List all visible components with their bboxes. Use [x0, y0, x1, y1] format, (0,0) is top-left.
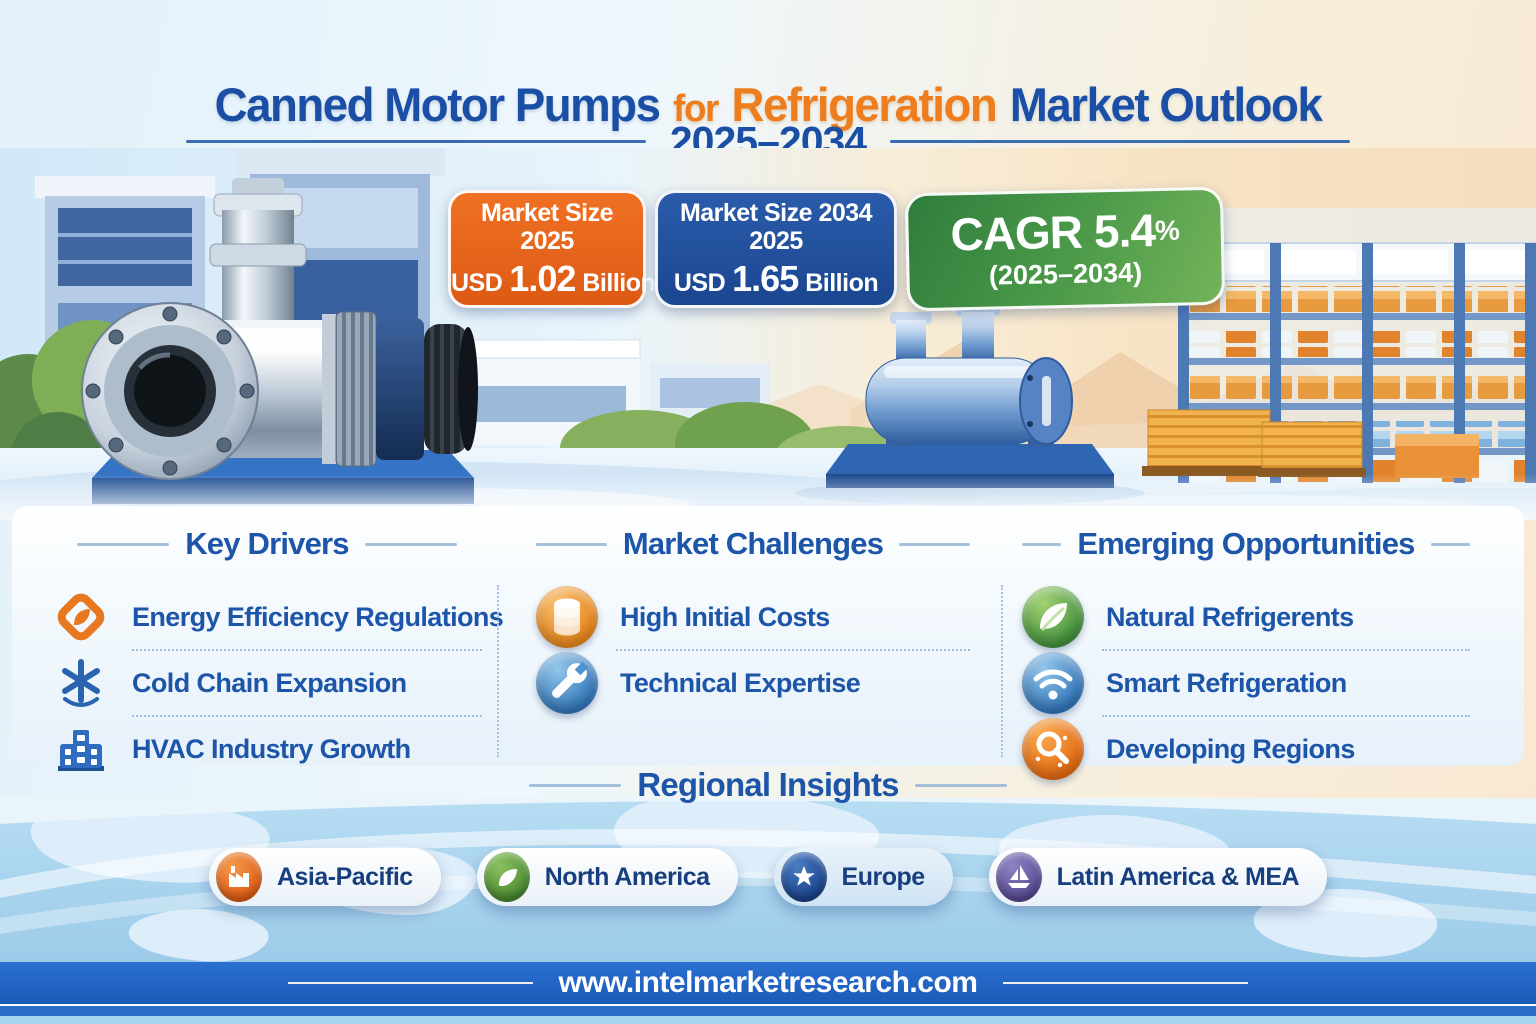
- subtitle-line-right: [890, 140, 1351, 143]
- list-item: Natural Refrigerents: [1022, 585, 1470, 649]
- stat-market-size-2034: Market Size 2034 2025 USD 1.65 Billion: [655, 190, 897, 308]
- snowflake-icon: [52, 654, 110, 712]
- section-market-challenges: Market Challenges High Initial Costs: [536, 522, 970, 715]
- industrial-scene-illustration: [0, 148, 1536, 520]
- cagr-value: CAGR 5.4%: [949, 204, 1180, 261]
- section-regional-insights-heading: Regional Insights: [0, 766, 1536, 804]
- list-item: Cold Chain Expansion: [52, 651, 482, 715]
- heading-dash: [536, 542, 607, 546]
- column-separator: [497, 585, 499, 757]
- building-icon: [52, 720, 110, 778]
- pump-middle: [795, 304, 1145, 505]
- region-pill-asia-pacific: Asia-Pacific: [208, 848, 441, 906]
- region-pill-europe: Europe: [773, 848, 953, 906]
- footer-url: www.intelmarketresearch.com: [558, 966, 978, 999]
- magnifier-icon: [1022, 718, 1084, 780]
- wrench-icon: [536, 652, 598, 714]
- section-heading: Market Challenges: [536, 522, 970, 566]
- region-pills: Asia-Pacific North America Europe: [0, 848, 1536, 906]
- stat-line1: Market Size 2034: [679, 198, 873, 227]
- section-heading: Key Drivers: [52, 522, 482, 566]
- page-title: Canned Motor Pumps for Refrigeration Market…: [23, 77, 1513, 132]
- footer-line-left: [287, 982, 533, 984]
- dotted-separator: [132, 715, 482, 717]
- stat-line2: 2025: [520, 227, 574, 255]
- items-list: High Initial Costs Technical Expertise: [536, 585, 970, 715]
- coins-icon: [536, 586, 598, 648]
- footer-bar: www.intelmarketresearch.com: [0, 962, 1536, 1004]
- list-item: Developing Regions: [1022, 717, 1470, 781]
- stats-row: Market Size 2025 USD 1.02 Billion Market S…: [448, 186, 1226, 312]
- section-key-drivers: Key Drivers Energy Efficiency Regulation…: [52, 522, 504, 781]
- list-item: Technical Expertise: [536, 651, 970, 715]
- stat-line2: 2025: [749, 227, 803, 255]
- list-item: High Initial Costs: [536, 585, 970, 649]
- section-emerging-opportunities: Emerging Opportunities Natural Refrigere…: [1022, 522, 1470, 781]
- items-list: Natural Refrigerents Smart Refrigeration: [1022, 585, 1470, 781]
- list-item: Energy Efficiency Regulations: [52, 585, 504, 649]
- leaf-badge-icon: [52, 588, 110, 646]
- stat-line1: Market Size: [480, 198, 614, 227]
- pallet-stacks: [1142, 409, 1479, 478]
- stat-value: USD 1.65 Billion: [673, 257, 879, 299]
- column-separator: [1001, 585, 1003, 757]
- dotted-separator: [132, 649, 482, 651]
- stat-value: USD 1.02 Billion: [451, 257, 656, 299]
- stat-market-size-2025: Market Size 2025 USD 1.02 Billion: [448, 190, 656, 308]
- region-pill-north-america: North America: [476, 848, 738, 906]
- dotted-separator: [616, 649, 970, 651]
- footer-bar-lower: [0, 1006, 1536, 1016]
- heading-dash: [364, 542, 457, 546]
- star-icon: [780, 852, 827, 902]
- section-heading: Emerging Opportunities: [1022, 522, 1470, 566]
- footer-line-right: [1003, 982, 1249, 984]
- subtitle-line-left: [185, 140, 646, 143]
- wifi-icon: [1022, 652, 1084, 714]
- heading-dash: [529, 783, 622, 787]
- list-item: HVAC Industry Growth: [52, 717, 482, 781]
- content-panel: [12, 506, 1524, 766]
- factory-icon: [215, 852, 262, 902]
- title-part-orange: Refrigeration: [731, 78, 997, 132]
- cagr-period: (2025–2034): [988, 257, 1143, 291]
- heading-dash: [1022, 542, 1062, 546]
- leaf-icon: [1022, 586, 1084, 648]
- footer-strip: [0, 1016, 1536, 1024]
- list-item: Smart Refrigeration: [1022, 651, 1470, 715]
- title-part-blue-2: Market Outlook: [1009, 78, 1323, 132]
- dotted-separator: [1102, 715, 1470, 717]
- title-part-blue-1: Canned Motor Pumps: [214, 78, 661, 132]
- items-list: Energy Efficiency Regulations Cold Chain…: [52, 585, 504, 781]
- heading-dash: [899, 542, 970, 546]
- leaf-icon: [483, 852, 530, 902]
- heading-dash: [914, 783, 1007, 787]
- region-pill-latin-america-mea: Latin America & MEA: [988, 848, 1328, 906]
- dotted-separator: [1102, 649, 1470, 651]
- ship-icon: [995, 852, 1042, 902]
- title-part-for: for: [673, 88, 719, 131]
- footer-hairline: [0, 1004, 1536, 1006]
- heading-dash: [77, 542, 170, 546]
- heading-dash: [1430, 542, 1470, 546]
- stat-cagr: CAGR 5.4% (2025–2034): [904, 186, 1226, 312]
